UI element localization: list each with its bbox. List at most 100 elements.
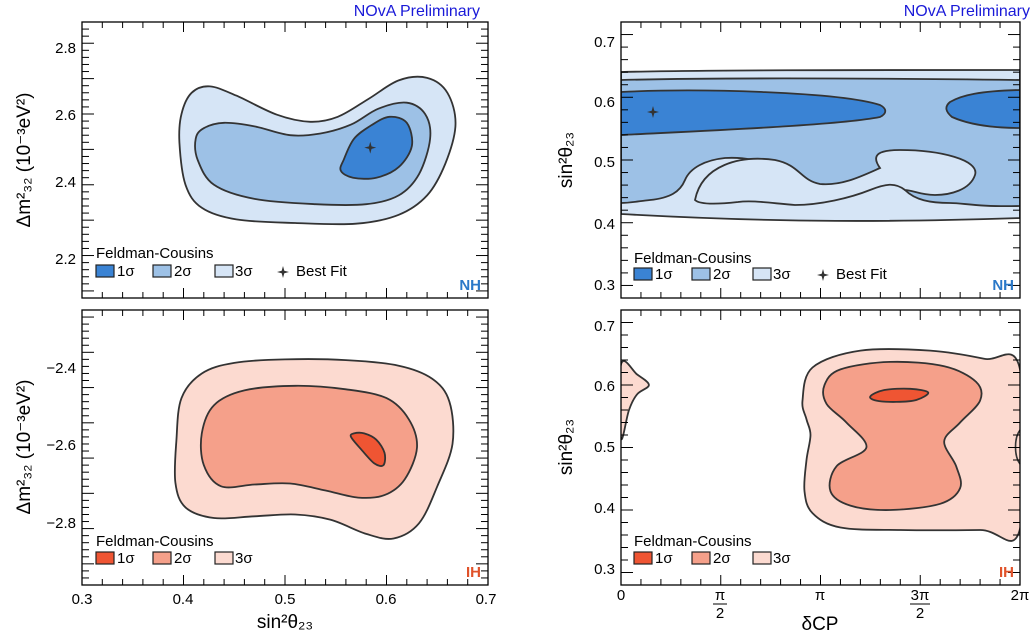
panel-nh-dm2: 2.2 2.4 2.6 2.8 Δm²₃₂ (10⁻³eV²) Feldman-… <box>14 21 489 299</box>
x-tick-label-pi-over-2: π 2 <box>713 587 727 622</box>
contour-3sigma-inner <box>694 149 977 206</box>
legend-swatch-3sigma <box>752 267 772 281</box>
y-axis-label: sin²θ₂₃ <box>556 132 577 188</box>
legend-star-icon <box>277 266 289 278</box>
legend-star-icon <box>817 269 829 281</box>
legend-label: 1σ <box>655 266 673 283</box>
panel-ih-dcp: 0.3 0.4 0.5 0.6 0.7 0 π 2 π 3π 2 2π δCP … <box>556 309 1030 635</box>
best-fit-marker <box>364 141 377 154</box>
x-axis-label: sin²θ₂₃ <box>257 612 313 633</box>
contour-layer-nh-dcp <box>621 22 1020 298</box>
y-axis-label: sin²θ₂₃ <box>556 419 577 475</box>
y-tick-label: 0.5 <box>594 154 615 171</box>
legend-label: 1σ <box>117 550 135 567</box>
legend-label: 1σ <box>117 263 135 280</box>
legend-swatch-3sigma <box>214 551 234 565</box>
x-tick-label: 0.3 <box>72 591 93 608</box>
panel-ih-dm2: −2.4 −2.6 −2.8 0.3 0.4 0.5 0.6 0.7 sin²θ… <box>14 309 497 633</box>
y-tick-label: 2.8 <box>55 40 76 57</box>
contour-1sigma <box>869 387 930 403</box>
y-tick-label: 0.3 <box>594 277 615 294</box>
x-tick-label-2pi: 2π <box>1011 587 1030 604</box>
svg-text:2: 2 <box>716 605 724 622</box>
legend-swatch-1sigma <box>95 264 115 278</box>
contour-1sigma-right <box>945 89 1020 129</box>
y-tick-label: 0.7 <box>594 318 615 335</box>
best-fit-star-icon <box>364 141 377 154</box>
legend-label: 3σ <box>235 550 253 567</box>
y-tick-label: 2.6 <box>55 107 76 124</box>
legend-swatch-2sigma <box>152 551 172 565</box>
x-tick-label: 0.7 <box>476 591 497 608</box>
legend-swatch-3sigma <box>214 264 234 278</box>
hierarchy-tag-nh: NH <box>992 277 1014 294</box>
legend-swatch-2sigma <box>691 551 711 565</box>
contour-2sigma <box>199 384 418 499</box>
contour-2sigma <box>822 360 983 511</box>
svg-text:3π: 3π <box>911 587 930 604</box>
contour-layer-nh-dm2 <box>178 75 457 226</box>
legend-label: 3σ <box>235 263 253 280</box>
x-tick-label: 0 <box>617 587 625 604</box>
contour-1sigma <box>349 431 387 467</box>
y-tick-label: 0.6 <box>594 378 615 395</box>
legend-title: Feldman-Cousins <box>634 250 752 267</box>
contour-layer-ih-dcp <box>621 348 1020 542</box>
best-fit-star-icon <box>647 106 659 118</box>
y-axis-label: Δm²₃₂ (10⁻³eV²) <box>14 380 35 515</box>
contour-1sigma-left <box>621 89 887 136</box>
legend-label: 3σ <box>773 550 791 567</box>
y-tick-label: −2.4 <box>46 360 76 377</box>
x-tick-label: 0.5 <box>275 591 296 608</box>
y-axis-label: Δm²₃₂ (10⁻³eV²) <box>14 93 35 228</box>
y-tick-label: 2.2 <box>55 251 76 268</box>
tick-marks <box>620 21 1021 298</box>
contour-1sigma <box>339 115 414 180</box>
y-tick-label: 2.4 <box>55 174 76 191</box>
legend-label: 2σ <box>174 263 192 280</box>
legend-label: 2σ <box>174 550 192 567</box>
legend-swatch-2sigma <box>152 264 172 278</box>
legend-label: 3σ <box>773 266 791 283</box>
legend-label: 2σ <box>713 550 731 567</box>
legend-title: Feldman-Cousins <box>96 245 214 262</box>
svg-text:π: π <box>715 587 725 604</box>
preliminary-label-left: NOvA Preliminary <box>354 3 480 20</box>
hierarchy-tag-nh: NH <box>459 277 481 294</box>
panel-nh-dcp: 0.3 0.4 0.5 0.6 0.7 sin²θ₂₃ Feldman-Cous… <box>556 21 1021 299</box>
legend-label-best-fit: Best Fit <box>836 266 888 283</box>
y-tick-label: 0.6 <box>594 94 615 111</box>
tick-marks <box>620 309 1021 585</box>
y-tick-label: 0.3 <box>594 561 615 578</box>
legend-title: Feldman-Cousins <box>96 533 214 550</box>
preliminary-label-right: NOvA Preliminary <box>904 3 1030 20</box>
y-tick-label: 0.4 <box>594 500 615 517</box>
legend-swatch-1sigma <box>95 551 115 565</box>
y-tick-label: −2.8 <box>46 515 76 532</box>
tick-marks <box>81 310 489 585</box>
legend-label: 2σ <box>713 266 731 283</box>
hierarchy-tag-ih: IH <box>999 564 1014 581</box>
legend-swatch-3sigma <box>752 551 772 565</box>
legend-label-best-fit: Best Fit <box>296 263 348 280</box>
legend-swatch-1sigma <box>633 551 653 565</box>
x-axis-label: δCP <box>802 614 839 635</box>
tick-marks <box>81 22 489 298</box>
y-tick-label: 0.7 <box>594 34 615 51</box>
svg-text:2: 2 <box>916 605 924 622</box>
contour-layer-ih-dm2 <box>173 358 455 540</box>
x-tick-label-3pi-over-2: 3π 2 <box>910 587 930 622</box>
legend-title: Feldman-Cousins <box>634 533 752 550</box>
legend-swatch-2sigma <box>691 267 711 281</box>
y-tick-label: 0.4 <box>594 216 615 233</box>
x-tick-label-pi: π <box>815 587 825 604</box>
legend-swatch-1sigma <box>633 267 653 281</box>
x-tick-label: 0.4 <box>173 591 194 608</box>
y-tick-label: 0.5 <box>594 439 615 456</box>
x-tick-label: 0.6 <box>376 591 397 608</box>
contour-3sigma-left <box>621 360 650 441</box>
legend-label: 1σ <box>655 550 673 567</box>
hierarchy-tag-ih: IH <box>466 564 481 581</box>
y-tick-label: −2.6 <box>46 437 76 454</box>
